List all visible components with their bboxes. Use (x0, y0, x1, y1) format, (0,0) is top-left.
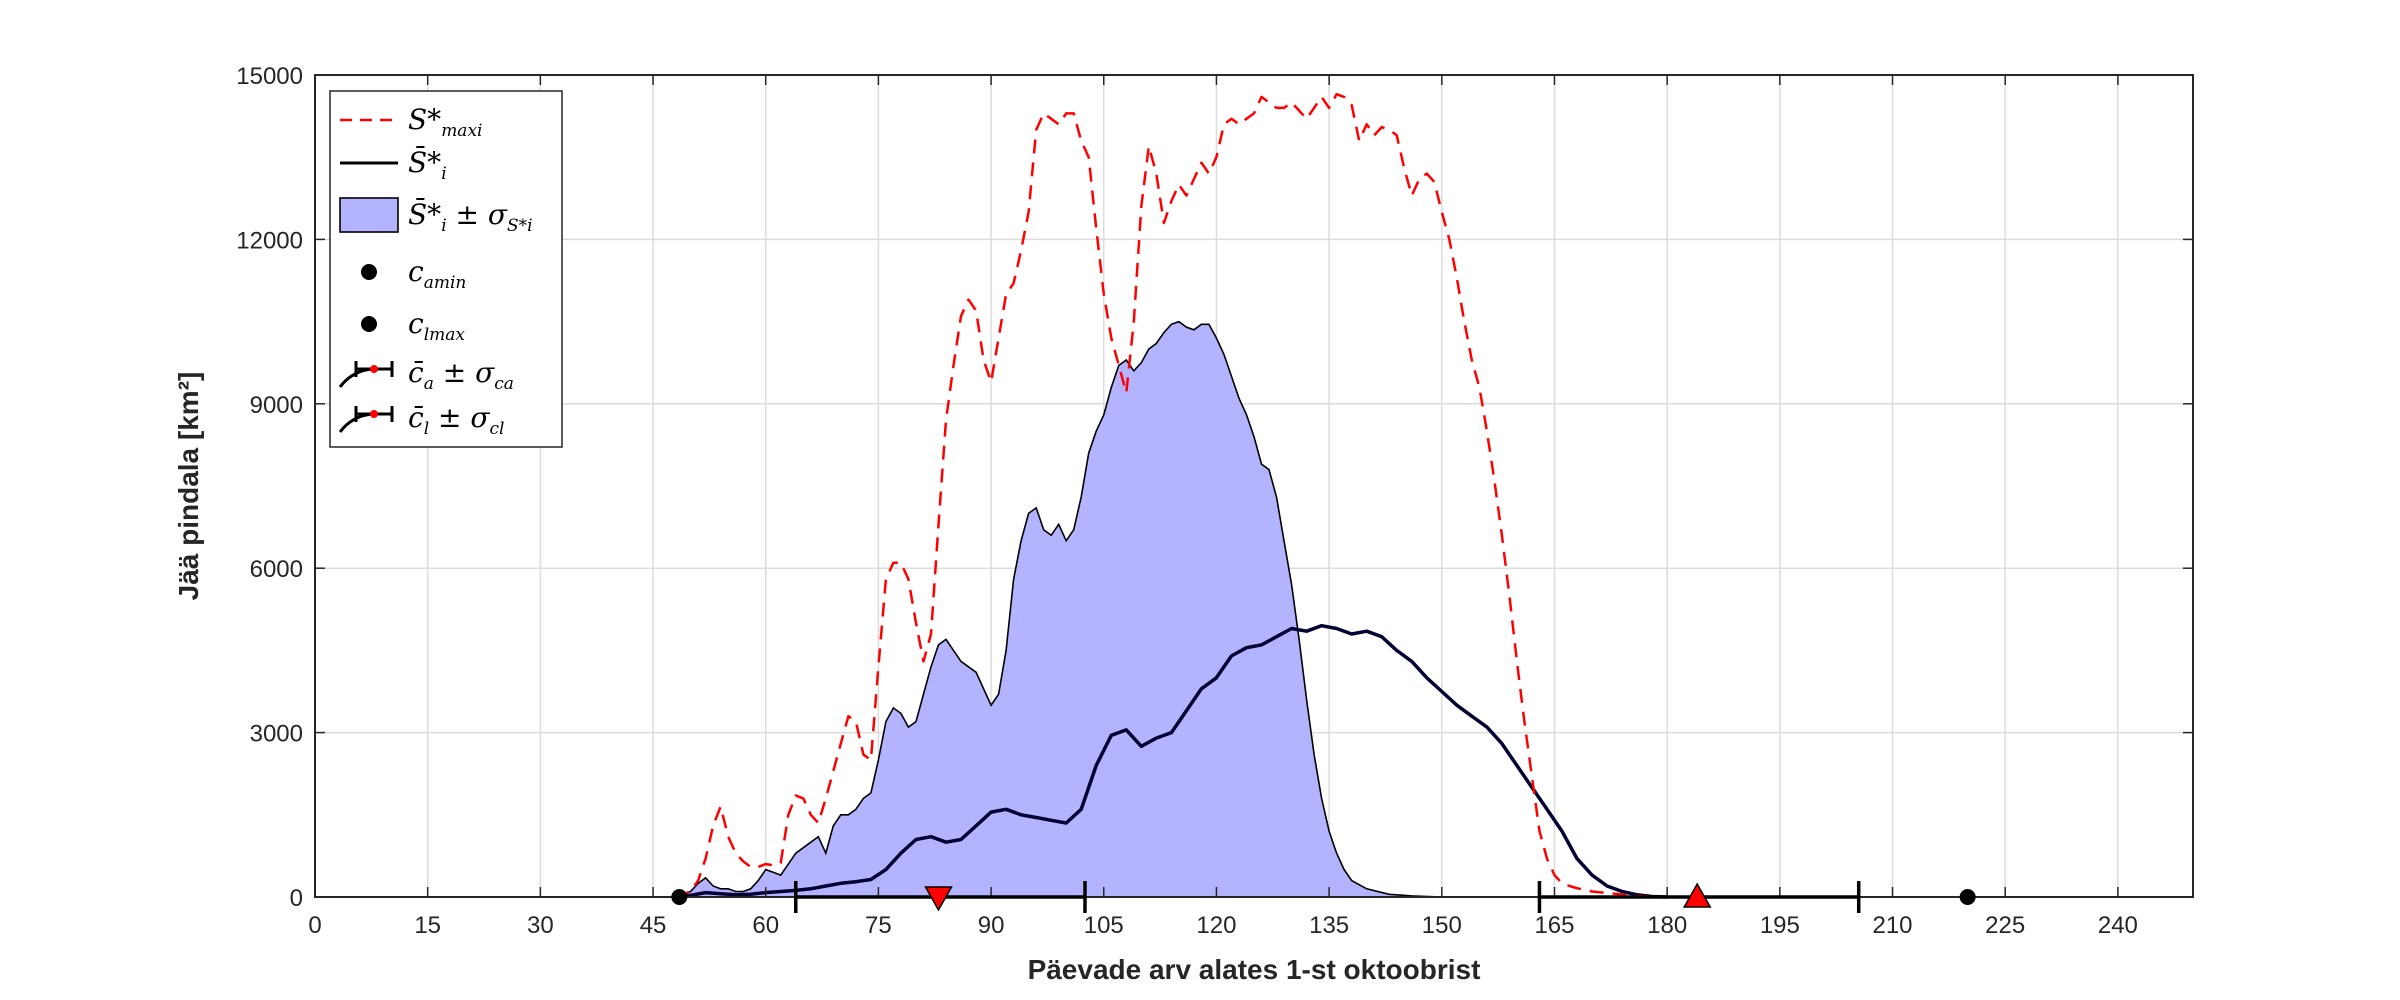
x-tick-label: 120 (1196, 912, 1236, 939)
x-tick-label: 105 (1084, 912, 1124, 939)
legend-swatch (361, 316, 377, 332)
std-band-upper-line (675, 320, 1442, 898)
legend-label: camin (408, 255, 466, 293)
x-tick-label: 75 (865, 912, 892, 939)
legend-entry-cl-max: clmax (361, 307, 465, 345)
mean-area-line (675, 623, 1668, 899)
x-tick-label: 15 (414, 912, 441, 939)
legend-swatch (339, 197, 399, 233)
ca-mean-marker (924, 886, 953, 912)
legend-label: c̄l ± σcl (408, 401, 504, 439)
x-axis-title: Päevade arv alates 1-st oktoobrist (1028, 954, 1481, 985)
legend-entry-s-band: S̄*i ± σS*i (339, 197, 533, 236)
legend-label: clmax (408, 307, 465, 345)
legend: S*maxi S̄*i S̄*i ± σS*i camin clmax c̄a ± σca… (329, 90, 563, 448)
x-tick-label: 240 (2098, 912, 2138, 939)
legend-entry-ca-min: camin (361, 255, 466, 293)
y-tick-label: 6000 (250, 556, 303, 583)
y-axis-title: Jää pindala [km²] (173, 372, 204, 601)
y-tick-label: 12000 (236, 227, 303, 254)
plot-frame (314, 74, 2194, 898)
max-area-line (675, 92, 1668, 899)
x-tick-label: 165 (1534, 912, 1574, 939)
legend-swatch (361, 264, 377, 280)
legend-label: S̄*i ± σS*i (408, 197, 533, 236)
legend-swatch-dot (370, 365, 378, 373)
x-tick-label: 195 (1760, 912, 1800, 939)
legend-swatch-dot (370, 410, 378, 418)
x-tick-label: 45 (640, 912, 667, 939)
ca-min-marker (671, 889, 688, 905)
legend-entry-s-mean: S̄*i (340, 145, 447, 184)
x-tick-label: 0 (308, 912, 321, 939)
x-tick-label: 150 (1422, 912, 1462, 939)
cl-mean-marker (1682, 882, 1712, 908)
legend-entry-cl-err: c̄l ± σcl (338, 401, 504, 439)
std-band-area (675, 321, 1442, 898)
y-tick-label: 3000 (250, 721, 303, 748)
legend-entry-s-max: S*maxi (340, 103, 482, 141)
legend-entry-ca-err: c̄a ± σca (338, 356, 514, 394)
legend-label: c̄a ± σca (408, 356, 514, 394)
x-tick-label: 225 (1985, 912, 2025, 939)
x-tick-label: 180 (1647, 912, 1687, 939)
x-tick-label: 135 (1309, 912, 1349, 939)
y-tick-label: 0 (290, 885, 303, 912)
legend-label: S*maxi (408, 103, 482, 141)
plot-layer (675, 92, 1668, 899)
markers-layer (671, 881, 1976, 913)
y-tick-label: 9000 (250, 392, 303, 419)
cl-max-marker (1959, 889, 1976, 905)
x-tick-label: 90 (978, 912, 1005, 939)
x-tick-label: 60 (752, 912, 779, 939)
y-tick-label: 15000 (236, 63, 303, 90)
legend-label: S̄*i (408, 145, 447, 184)
axis-ticks: 0 15 30 45 60 75 90 105 120 135 150 165 180 195 210 225… (236, 63, 2193, 939)
x-tick-label: 210 (1872, 912, 1912, 939)
x-tick-label: 30 (527, 912, 554, 939)
